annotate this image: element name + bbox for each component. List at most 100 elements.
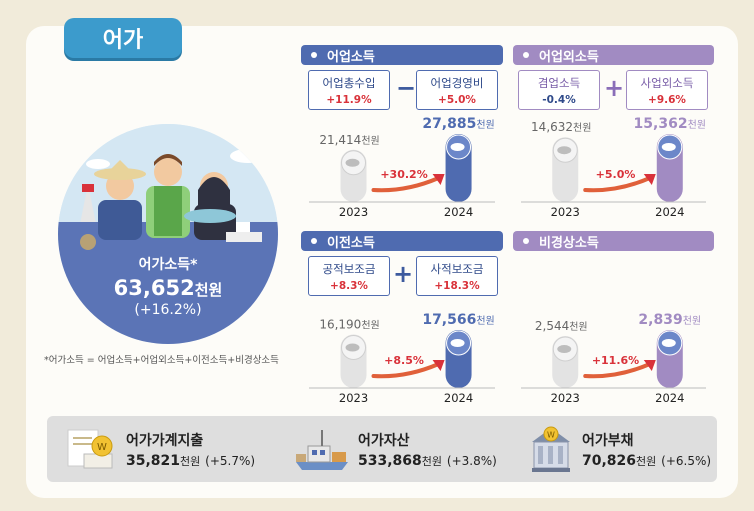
nonfishery-title: 어업외소득 [539,49,599,65]
hero-summary: 어가소득* 63,652천원 (+16.2%) [58,254,278,318]
assets-change: (+3.8%) [446,453,497,468]
household-expense: W 어가가계지출 35,821천원 (+5.7%) [62,416,255,482]
household-assets: 어가자산 533,868천원 (+3.8%) [292,416,497,482]
tick-label: 2023 [551,391,580,404]
expense-unit: 천원 [180,454,201,468]
growth-arrow [583,176,652,193]
arrow-head-icon [432,360,445,371]
value-label: 15,362천원 [634,116,706,132]
fish-body-icon [345,343,360,352]
tick-label: 2023 [551,205,580,218]
fish-body-icon [661,143,676,151]
bank-building-icon: W [532,426,570,472]
hero-value: 63,652천원 [58,276,278,300]
box-label: 사적보조금 [430,262,484,276]
transfer-header: 이전소득 [301,231,503,251]
fish-body-icon [450,339,465,347]
fishery-revenue-box: 어업총수입 +11.9% [308,70,390,110]
debt-unit: 천원 [636,454,657,468]
fish-body-icon [345,158,360,167]
tick-label: 2023 [339,391,368,404]
tick-label: 2024 [655,391,684,404]
unit-label: 천원 [688,119,706,131]
receipt-coin-icon: W [67,429,113,469]
expense-number: 35,821 [126,452,181,469]
value-label: 16,190천원 [319,318,379,332]
change-label: +11.6% [592,354,639,367]
nonfishery-header: 어업외소득 [513,45,714,65]
fish-body-icon [557,146,572,155]
bullet-icon [311,238,317,244]
box-label: 어업경영비 [430,76,484,90]
tick-label: 2024 [444,205,473,218]
value-label: 2,544천원 [535,319,588,333]
box-label: 공적보조금 [322,262,376,276]
debt-value: 70,826천원 (+6.5%) [582,453,711,469]
transfer-income-chart: 16,190천원 2023 17,566천원 2024 +8.5% [309,312,495,404]
irregular-header: 비경상소득 [513,231,714,251]
unit-label: 천원 [361,320,379,332]
svg-text:W: W [547,431,555,440]
fish-body-icon [450,143,465,151]
change-label: +5.0% [596,168,636,181]
value-label: 14,632천원 [531,120,591,134]
growth-arrow [371,362,441,379]
debt-change: (+6.5%) [661,453,712,468]
box-pct: +9.6% [648,94,686,106]
plus-icon: + [393,260,414,288]
change-label: +8.5% [384,354,424,367]
value-label: 27,885천원 [422,116,494,132]
box-pct: -0.4% [542,94,576,106]
assets-label: 어가자산 [358,432,410,449]
unit-label: 천원 [476,119,494,131]
value-label: 2,839천원 [638,312,701,328]
box-pct: +18.3% [434,280,480,292]
fishery-income-chart: 21,414천원 2023 27,885천원 2024 +30.2% [309,116,495,218]
box-pct: +11.9% [326,94,372,106]
fishery-cost-box: 어업경영비 +5.0% [416,70,498,110]
unit-label: 천원 [476,315,494,327]
bullet-icon [523,52,529,58]
arrow-head-icon [432,174,445,185]
fishers-illustration [58,124,278,344]
nonfishery-income-chart: 14,632천원 2023 15,362천원 2024 +5.0% [521,116,706,218]
expense-value: 35,821천원 (+5.7%) [126,453,255,469]
value-label: 17,566천원 [422,312,494,328]
expense-label: 어가가계지출 [126,432,204,449]
hero-title: 어가소득* [138,257,198,273]
tick-label: 2023 [339,205,368,218]
growth-arrow [583,362,652,379]
fishery-header: 어업소득 [301,45,503,65]
unit-label: 천원 [569,321,587,333]
unit-label: 천원 [361,135,379,147]
private-subsidy-box: 사적보조금 +18.3% [416,256,498,296]
footnote: *어가소득 = 어업소득+어업외소득+이전소득+비경상소득 [44,355,279,366]
box-pct: +8.3% [330,280,368,292]
change-label: +30.2% [380,168,427,181]
fishery-title: 어업소득 [327,49,375,65]
other-business-box: 사업외소득 +9.6% [626,70,708,110]
hero-number: 63,652 [113,276,195,300]
minus-icon: − [396,74,417,102]
public-subsidy-box: 공적보조금 +8.3% [308,256,390,296]
boat-assets-icon [296,430,348,470]
plus-icon: + [604,74,625,102]
box-label: 사업외소득 [640,76,694,90]
arrow-head-icon [643,174,656,185]
svg-text:W: W [97,442,107,453]
tick-label: 2024 [655,205,684,218]
debt-number: 70,826 [582,452,637,469]
section-tab: 어가 [64,18,182,58]
side-income-box: 겸업소득 -0.4% [518,70,600,110]
unit-label: 천원 [573,122,591,134]
assets-value: 533,868천원 (+3.8%) [358,453,497,469]
assets-unit: 천원 [421,454,443,468]
box-label: 어업총수입 [322,76,376,90]
hero-unit: 천원 [194,281,223,299]
irregular-income-chart: 2,544천원 2023 2,839천원 2024 +11.6% [521,312,706,404]
box-pct: +5.0% [438,94,476,106]
tick-label: 2024 [444,391,473,404]
hero-change: (+16.2%) [134,302,202,318]
bullet-icon [311,52,317,58]
household-debt: W 어가부채 70,826천원 (+6.5%) [528,416,711,482]
